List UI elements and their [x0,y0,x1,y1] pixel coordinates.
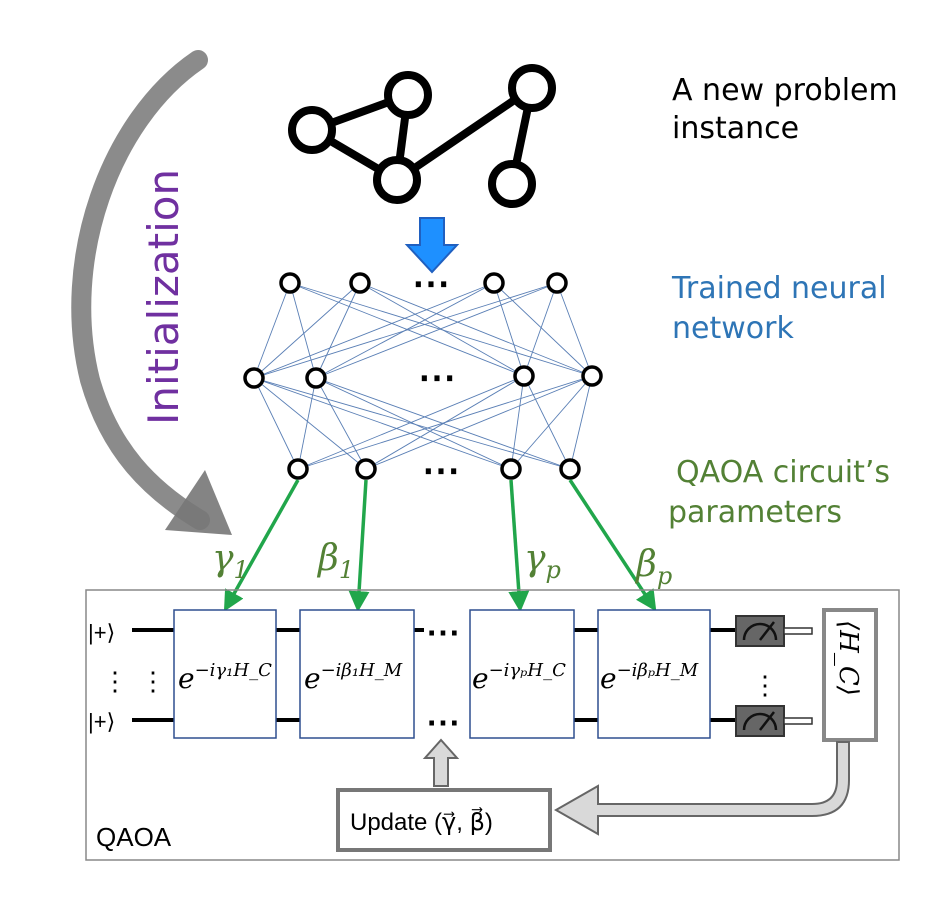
initialization-label: Initialization [139,169,188,425]
problem-graph [288,64,556,208]
meter-top-icon [735,615,813,647]
svg-text:e−iγₚH_C: e−iγₚH_C [472,660,566,695]
graph-node [508,64,556,112]
initialization-arrow [71,50,232,535]
network-label-line1: Trained neural [671,271,887,306]
params-label-line2: parameters [668,495,842,530]
qubit-wires [132,628,736,722]
gate-exponent: −iγ₁H_C [195,660,273,681]
nn-ellipsis-middle: ⋯ [418,357,456,399]
neural-network [253,282,593,470]
input-arrow [404,217,460,274]
update-box [336,788,552,852]
nn-node [355,458,377,480]
meter-vdots: ⋮ [752,670,778,700]
gate-exponent: −iβ₁H_M [321,660,403,681]
param-gamma1: γ1 [212,538,249,584]
gate-cost-1: e−iγ₁H_C [173,609,277,739]
nn-node [243,367,265,389]
arrow-betap [568,479,657,612]
expectation-label: ⟨H_C⟩ [833,620,863,696]
gate-exponent: −iβₚH_M [617,660,699,681]
expectation-box [822,608,878,742]
nn-node [279,272,301,294]
problem-label-line1: A new problem [672,73,898,108]
nn-node [349,272,371,294]
qaoa-label: QAOA [96,822,172,852]
params-label-line1: QAOA circuit’s [676,455,890,490]
qubit-vdots-left: ⋮ [102,666,128,696]
graph-node [288,106,336,154]
graph-node [373,156,421,204]
nn-node [559,458,581,480]
nn-nodes [243,272,603,480]
qubit-top-label: |+⟩ [88,620,115,645]
nn-node [287,458,309,480]
arrow-gammap [508,479,530,613]
nn-ellipsis-top: ⋯ [412,263,450,305]
gate-cost-p: e−iγₚH_C [469,609,575,739]
graph-node [384,71,432,119]
arrow-gamma1 [223,479,300,612]
svg-text:e−iβ₁H_M: e−iβ₁H_M [304,660,403,695]
nn-node [305,367,327,389]
qubit-bottom-label: |+⟩ [88,709,115,734]
param-arrows [223,479,657,613]
gate-base: e [472,662,489,695]
gate-base: e [304,662,321,695]
nn-node [483,272,505,294]
feedback-arrow [553,741,850,836]
gate-exponent: −iγₚH_C [489,660,566,681]
nn-ellipsis-bottom: ⋯ [422,450,460,492]
param-gammap: γp [524,538,561,584]
nn-node [546,272,568,294]
svg-text:e−iγ₁H_C: e−iγ₁H_C [178,660,272,695]
arrow-beta1 [348,479,370,613]
qubit-vdots-inner: ⋮ [140,666,166,696]
update-up-arrow [422,738,460,787]
gate-mixer-p: e−iβₚH_M [597,609,711,739]
circuit-ellipsis-top: ⋯ [426,614,460,652]
update-label: Update (γ⃗, β⃗) [350,807,493,836]
nn-node [500,458,522,480]
graph-node [488,160,536,208]
circuit-ellipsis-bottom: ⋯ [426,704,460,742]
gate-base: e [178,662,195,695]
gate-base: e [600,662,617,695]
graph-edge [394,84,535,184]
param-betap: βp [634,544,672,590]
svg-text:e−iβₚH_M: e−iβₚH_M [600,660,699,695]
problem-label-line2: instance [672,111,799,146]
network-label-line2: network [672,311,794,346]
param-beta1: β1 [316,538,354,584]
gate-mixer-1: e−iβ₁H_M [299,609,415,739]
nn-node [513,365,535,387]
qaoa-box [85,589,900,861]
meter-bottom-icon [735,705,813,737]
nn-node [581,365,603,387]
